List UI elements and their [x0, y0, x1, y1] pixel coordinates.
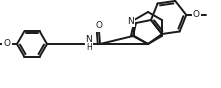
Text: O: O — [193, 10, 200, 19]
Text: O: O — [95, 21, 103, 31]
Text: N: N — [128, 17, 134, 26]
Text: O: O — [4, 39, 11, 48]
Text: H: H — [86, 43, 92, 52]
Text: N: N — [86, 35, 92, 44]
